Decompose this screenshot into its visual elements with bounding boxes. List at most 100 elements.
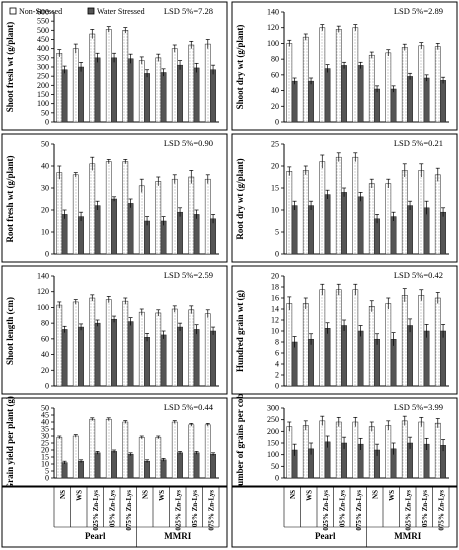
bar-non-stressed-4: [105, 299, 112, 387]
legend-label-water-stressed: Water Stressed: [97, 7, 145, 16]
bar-water-stressed-8: [177, 211, 183, 255]
bar-water-stressed-4: [341, 192, 347, 255]
bar-non-stressed-2: [72, 435, 79, 479]
bar-non-stressed-2: [302, 425, 309, 479]
bar-non-stressed-1: [56, 304, 63, 387]
bar-non-stressed-3: [319, 420, 326, 479]
bar-water-stressed-6: [374, 339, 380, 387]
bar-non-stressed-4: [335, 421, 342, 479]
bar-non-stressed-3: [89, 33, 96, 123]
bar-water-stressed-7: [160, 220, 167, 255]
y-tick-label: 200: [267, 427, 279, 436]
bar-water-stressed-3: [94, 452, 101, 479]
bar-water-stressed-6: [374, 88, 380, 123]
bar-non-stressed-2: [302, 36, 309, 123]
bar-non-stressed-3: [319, 27, 326, 123]
bar-non-stressed-6: [138, 185, 145, 255]
category-label-10: 075% Zn-Lys: [437, 490, 445, 531]
y-tick-label: 10: [271, 327, 279, 336]
bar-water-stressed-9: [423, 207, 430, 255]
y-tick-label: 50: [41, 108, 49, 117]
lsd-annotation: LSD 5%=0.42: [394, 270, 443, 280]
bar-water-stressed-3: [94, 57, 101, 123]
y-tick-label: 0: [275, 382, 279, 391]
lsd-annotation: LSD 5%=7.28: [164, 6, 213, 16]
y-tick-label: 8: [275, 338, 279, 347]
y-tick-label: 100: [37, 303, 49, 312]
bar-non-stressed-5: [122, 161, 129, 255]
bar-non-stressed-10: [204, 178, 211, 255]
bar-water-stressed-3: [324, 68, 331, 123]
legend-swatch-non-stressed: [9, 7, 17, 15]
bar-water-stressed-9: [423, 77, 430, 123]
y-tick-label: 20: [271, 272, 279, 281]
bar-water-stressed-8: [177, 326, 183, 387]
y-axis-label: Shoot dry wt (g/plant): [235, 25, 245, 110]
category-label-6: NS: [371, 490, 379, 499]
category-label-1: NS: [59, 490, 67, 499]
y-tick-label: 0: [45, 250, 49, 259]
bar-water-stressed-4: [111, 198, 117, 255]
bar-non-stressed-2: [302, 170, 309, 255]
bar-water-stressed-6: [144, 220, 150, 255]
y-tick-label: 4: [275, 360, 279, 369]
category-label-8: 025% Zn-Lys: [174, 490, 182, 531]
legend: Non-Stressed Water Stressed: [9, 7, 145, 16]
y-tick-label: 15: [271, 184, 279, 193]
y-tick-label: 500: [37, 26, 49, 35]
bar-water-stressed-5: [357, 65, 364, 123]
bar-water-stressed-1: [291, 205, 298, 255]
bar-non-stressed-5: [122, 300, 129, 387]
bar-non-stressed-1: [286, 43, 293, 123]
bar-water-stressed-9: [193, 452, 200, 479]
bar-non-stressed-5: [352, 289, 359, 387]
bar-non-stressed-5: [352, 421, 359, 479]
bar-water-stressed-4: [111, 57, 117, 123]
y-tick-label: 14: [271, 305, 279, 314]
bar-non-stressed-7: [155, 312, 162, 387]
bar-non-stressed-3: [89, 163, 96, 255]
y-tick-label: 5: [275, 228, 279, 237]
bar-non-stressed-6: [368, 426, 375, 479]
bar-water-stressed-9: [193, 214, 200, 255]
chart-panel-5: 0 20 40 60 80 100 120 140 Shoot length (cm) LSD 5…: [1, 265, 228, 395]
category-label-9: 05% Zn-Lys: [421, 490, 429, 527]
bar-non-stressed-4: [105, 418, 112, 479]
y-tick-label: 60: [271, 70, 279, 79]
category-label-7: WS: [158, 490, 166, 501]
y-tick-label: 200: [37, 81, 49, 90]
bar-non-stressed-10: [204, 313, 211, 387]
bar-non-stressed-8: [401, 47, 408, 123]
bar-water-stressed-10: [210, 453, 216, 479]
bar-water-stressed-10: [210, 330, 216, 387]
bar-non-stressed-3: [89, 418, 96, 479]
y-tick-label: 5: [45, 467, 49, 476]
bar-water-stressed-2: [308, 339, 314, 387]
y-tick-label: 80: [271, 55, 279, 64]
bar-water-stressed-9: [423, 330, 430, 387]
bar-non-stressed-4: [335, 29, 342, 123]
y-tick-label: 40: [41, 418, 49, 427]
category-label-8: 025% Zn-Lys: [404, 490, 412, 531]
bar-non-stressed-3: [89, 297, 96, 387]
bar-non-stressed-2: [72, 301, 79, 387]
bar-non-stressed-8: [171, 308, 178, 387]
bar-water-stressed-4: [341, 65, 347, 123]
y-tick-label: 18: [271, 283, 279, 292]
category-label-3: 025% Zn-Lys: [92, 490, 100, 531]
bar-non-stressed-10: [434, 422, 441, 479]
y-tick-label: 40: [41, 162, 49, 171]
y-tick-label: 10: [271, 206, 279, 215]
y-tick-label: 35: [41, 425, 49, 434]
bar-water-stressed-1: [291, 341, 298, 387]
bar-non-stressed-10: [204, 43, 211, 123]
bar-non-stressed-7: [385, 52, 392, 123]
y-tick-label: 0: [275, 250, 279, 259]
bar-non-stressed-10: [204, 424, 211, 479]
lsd-annotation: LSD 5%=2.59: [164, 270, 213, 280]
chart-panel-4: 0 5 10 15 20 25 Root dry wt (g/plant) LSD 5%=0.…: [231, 133, 458, 263]
y-tick-label: 30: [41, 432, 49, 441]
lsd-annotation: LSD 5%=3.99: [394, 402, 443, 412]
